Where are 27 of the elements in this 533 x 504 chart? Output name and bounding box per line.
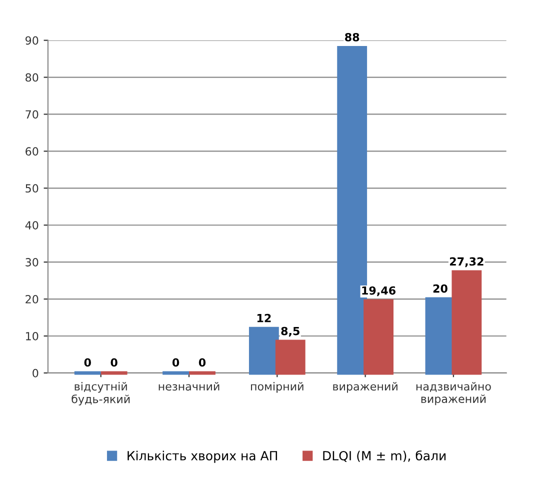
x-tick-label: помірний <box>251 382 304 393</box>
y-tick-label: 80 <box>26 73 38 82</box>
data-label: 0 <box>110 358 118 367</box>
y-tick-label: 90 <box>26 36 38 45</box>
data-label: 27,32 <box>450 257 484 268</box>
data-label: 0 <box>172 358 180 367</box>
y-tick-label: 20 <box>26 295 38 304</box>
y-tick-label: 70 <box>26 110 38 119</box>
legend-label: DLQI (M ± m), бали <box>323 450 446 462</box>
x-tick-label: виражений <box>333 382 398 393</box>
y-tick-label: 10 <box>26 332 38 340</box>
data-label: 20 <box>433 284 448 293</box>
data-label: 19,46 <box>362 286 396 296</box>
data-label: 88 <box>345 32 360 42</box>
y-tick-label: 60 <box>26 147 38 156</box>
legend-label: Кількість хворих на АП <box>128 450 278 463</box>
y-tick-label: 50 <box>26 184 38 193</box>
x-tick-label: відсутній будь-який <box>72 382 130 406</box>
x-tick-label: незначний <box>158 382 220 391</box>
y-tick-label: 40 <box>25 221 38 230</box>
data-label: 8,5 <box>281 326 300 337</box>
data-label: 0 <box>84 358 91 367</box>
data-label: 0 <box>198 358 206 367</box>
y-tick-label: 30 <box>26 258 38 266</box>
y-tick-label: 0 <box>32 368 38 378</box>
x-tick-label: надзвичайно виражений <box>416 382 491 406</box>
data-label: 12 <box>257 314 271 322</box>
